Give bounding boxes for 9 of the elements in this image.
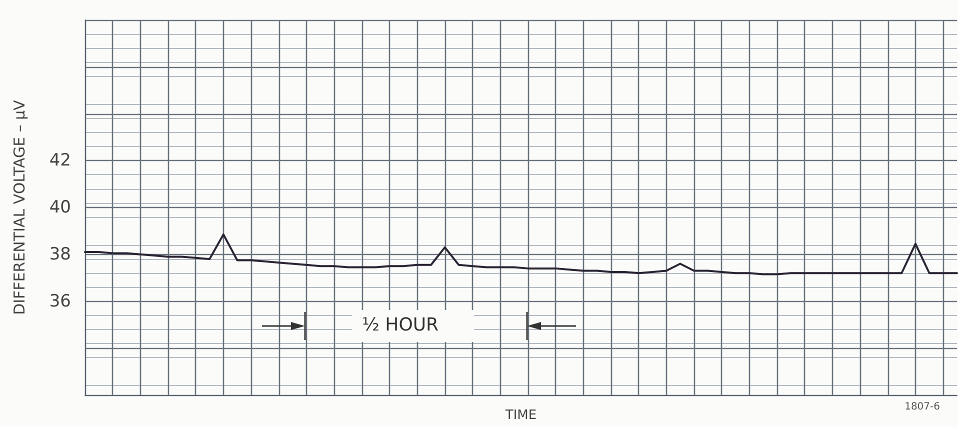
x-axis-title: TIME	[504, 408, 537, 423]
y-tick-label: 42	[49, 150, 71, 171]
y-tick-label: 36	[49, 291, 71, 312]
y-axis-title: DIFFERENTIAL VOLTAGE – μV	[10, 99, 28, 315]
y-tick-label: 40	[49, 198, 71, 218]
text: 1807-6	[904, 402, 940, 412]
y-tick-label: 38	[49, 244, 71, 264]
line-series	[84, 233, 958, 276]
annotation: ½ HOUR	[362, 314, 439, 336]
